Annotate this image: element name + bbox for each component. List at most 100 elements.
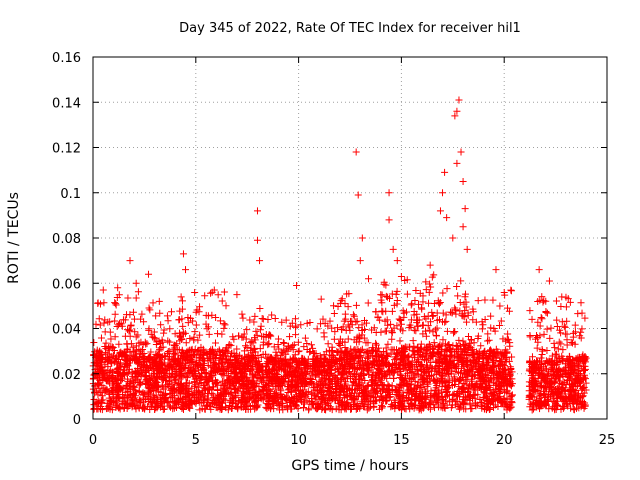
data-point (484, 337, 492, 345)
data-point (238, 396, 246, 404)
data-point (174, 357, 182, 365)
data-point (244, 396, 252, 404)
data-point (213, 378, 221, 386)
data-point (152, 350, 160, 358)
data-point (526, 307, 534, 315)
data-point (537, 313, 545, 321)
data-point (562, 303, 570, 311)
data-point (113, 386, 121, 394)
x-tick-label: 5 (192, 433, 200, 448)
data-point (209, 350, 217, 358)
data-point (207, 346, 215, 354)
data-point (220, 320, 228, 328)
data-point (233, 375, 241, 383)
data-point (209, 363, 217, 371)
data-point (330, 335, 338, 343)
data-point (135, 397, 143, 405)
data-point (149, 365, 157, 373)
data-point (250, 383, 258, 391)
data-point (164, 337, 172, 345)
data-point (137, 398, 145, 406)
data-point (106, 372, 114, 380)
data-point (242, 375, 250, 383)
data-point (209, 391, 217, 399)
data-point (546, 334, 554, 342)
data-point (393, 257, 401, 265)
data-point (145, 304, 153, 312)
data-point (555, 338, 563, 346)
data-point (215, 402, 223, 410)
data-point (474, 297, 482, 305)
data-point (110, 358, 118, 366)
data-point (256, 305, 264, 313)
data-point (257, 322, 265, 330)
data-point (159, 343, 167, 351)
data-point (292, 331, 300, 339)
data-point (101, 388, 109, 396)
data-point (450, 329, 458, 337)
data-point (214, 291, 222, 299)
data-point (130, 379, 138, 387)
data-point (92, 353, 100, 361)
data-point (126, 385, 134, 393)
data-point (216, 391, 224, 399)
data-point (265, 340, 273, 348)
data-point (571, 321, 579, 329)
data-point (127, 394, 135, 402)
data-point (538, 315, 546, 323)
data-point (414, 322, 422, 330)
data-point (162, 383, 170, 391)
data-point (189, 357, 197, 365)
data-point (223, 376, 231, 384)
data-point (330, 310, 338, 318)
data-point (388, 335, 396, 343)
data-point (551, 344, 559, 352)
data-point (330, 302, 338, 310)
data-point (297, 395, 305, 403)
data-point (246, 339, 254, 347)
data-point (408, 300, 416, 308)
data-point (233, 345, 241, 353)
data-point (274, 340, 282, 348)
data-point (550, 339, 558, 347)
data-point (209, 383, 217, 391)
data-point (211, 339, 219, 347)
data-point (182, 382, 190, 390)
data-point (254, 369, 262, 377)
data-point (179, 322, 187, 330)
data-point (131, 357, 139, 365)
data-point (147, 387, 155, 395)
data-point (123, 400, 131, 408)
data-point (407, 301, 415, 309)
data-point (256, 375, 264, 383)
y-tick-label: 0.16 (52, 51, 81, 66)
data-point (396, 337, 404, 345)
data-point (145, 372, 153, 380)
data-point (145, 326, 153, 334)
data-point (151, 380, 159, 388)
data-point (224, 367, 232, 375)
data-point (282, 316, 290, 324)
data-point (456, 299, 464, 307)
data-point (553, 316, 561, 324)
data-point (158, 391, 166, 399)
data-point (574, 310, 582, 318)
data-point (175, 365, 183, 373)
data-point (259, 315, 267, 323)
data-point (166, 338, 174, 346)
data-point (228, 395, 236, 403)
data-point (187, 356, 195, 364)
data-point (219, 360, 227, 368)
data-point (152, 361, 160, 369)
data-point (144, 397, 152, 405)
data-point (207, 369, 215, 377)
data-point (239, 314, 247, 322)
data-point (131, 367, 139, 375)
data-point (206, 386, 214, 394)
data-point (239, 389, 247, 397)
data-point (112, 300, 120, 308)
data-point (171, 330, 179, 338)
data-point (182, 339, 190, 347)
data-point (131, 374, 139, 382)
